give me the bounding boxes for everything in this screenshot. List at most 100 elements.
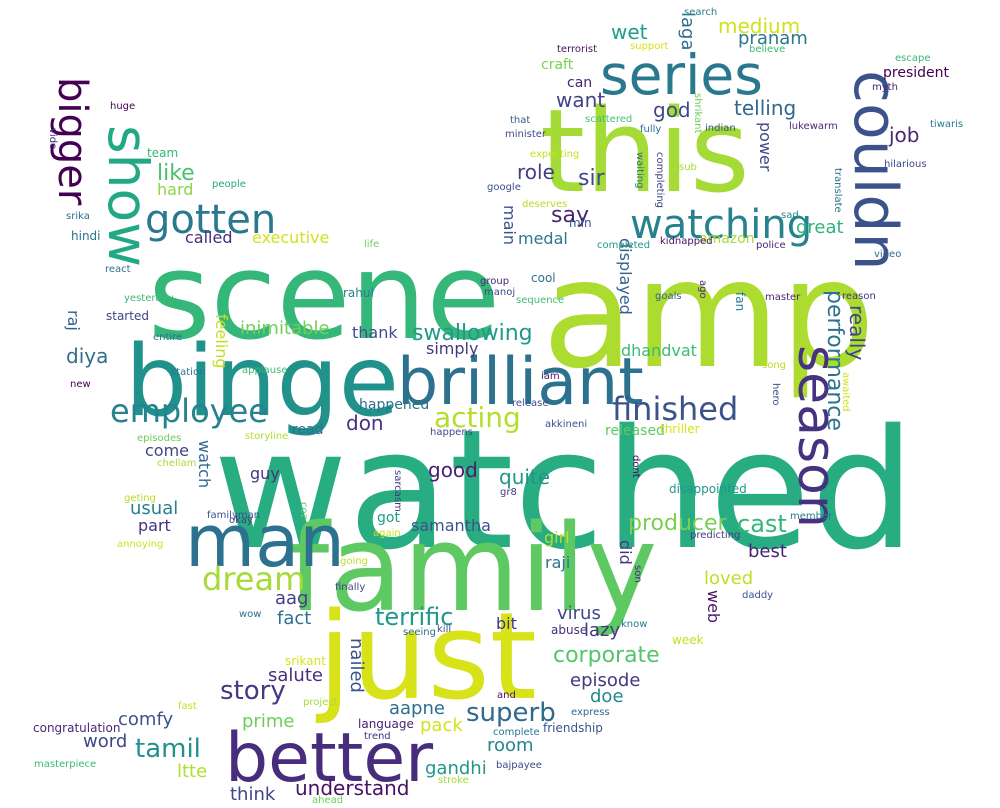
cloud-word: geting xyxy=(124,493,156,504)
cloud-word: master xyxy=(765,292,801,303)
cloud-word: rahul xyxy=(343,286,374,300)
cloud-word: power xyxy=(756,122,775,172)
cloud-word: usual xyxy=(130,498,179,519)
cloud-word: read xyxy=(292,422,324,438)
cloud-word: say xyxy=(551,203,589,228)
cloud-word: abuse xyxy=(551,623,588,637)
cloud-word: terrific xyxy=(375,603,454,631)
cloud-word: okay xyxy=(229,515,253,526)
cloud-word: finally xyxy=(335,582,366,593)
cloud-word: president xyxy=(883,65,949,81)
cloud-word: disappointed xyxy=(669,482,747,496)
cloud-word: terrorist xyxy=(557,44,598,55)
cloud-word: really xyxy=(845,305,869,361)
cloud-word: lazy xyxy=(584,620,621,641)
cloud-word: ltte xyxy=(177,761,208,782)
cloud-word: hilarious xyxy=(884,159,927,170)
cloud-word: can xyxy=(567,75,593,91)
cloud-word: girl xyxy=(544,528,570,547)
cloud-word: raj xyxy=(64,310,83,331)
cloud-word: sarcasm xyxy=(392,470,403,512)
cloud-word: release xyxy=(512,398,549,409)
cloud-word: stroke xyxy=(438,775,469,786)
cloud-word: binge xyxy=(125,325,400,439)
cloud-word: part xyxy=(138,516,171,535)
cloud-word: corporate xyxy=(553,643,660,668)
cloud-word: series xyxy=(600,43,763,107)
cloud-word: brilliant xyxy=(397,345,644,420)
cloud-word: scene xyxy=(148,228,501,367)
cloud-word: coz xyxy=(298,502,309,519)
cloud-word: awaited xyxy=(840,372,851,412)
cloud-word: virus xyxy=(557,603,601,624)
cloud-word: want xyxy=(556,88,606,112)
cloud-word: got xyxy=(377,510,400,526)
cloud-word: police xyxy=(756,240,786,251)
cloud-word: medium xyxy=(718,14,801,38)
cloud-word: gandhi xyxy=(425,758,487,779)
cloud-word: did xyxy=(616,540,635,565)
cloud-word: seeing xyxy=(403,627,436,638)
cloud-word: amazon xyxy=(699,231,755,247)
cloud-word: web xyxy=(704,590,723,624)
cloud-word: like xyxy=(157,161,195,186)
cloud-word: akkineni xyxy=(545,419,588,430)
cloud-word: thank xyxy=(352,323,398,342)
cloud-word: watched xyxy=(213,394,916,586)
cloud-word: medal xyxy=(518,229,568,248)
cloud-word: employee xyxy=(110,392,268,430)
cloud-word: acting xyxy=(434,401,521,434)
cloud-word: support xyxy=(630,41,669,52)
cloud-word: group xyxy=(480,276,510,287)
cloud-word: again xyxy=(373,528,401,539)
cloud-word: wet xyxy=(611,20,648,44)
cloud-word: raji xyxy=(545,553,571,572)
cloud-word: doe xyxy=(590,686,624,707)
cloud-word: this xyxy=(540,85,750,219)
cloud-word: ago xyxy=(697,280,708,299)
cloud-word: sad xyxy=(781,210,799,221)
cloud-word: srikant xyxy=(285,654,326,668)
cloud-word: quite xyxy=(499,465,551,489)
cloud-word: good xyxy=(428,458,478,482)
cloud-word: pack xyxy=(420,715,463,736)
cloud-word: sub xyxy=(679,162,697,173)
cloud-word: called xyxy=(185,228,233,247)
cloud-word: don xyxy=(346,411,384,435)
cloud-word: thriller xyxy=(660,422,700,436)
cloud-word: react xyxy=(105,264,131,275)
cloud-word: chellam xyxy=(157,458,197,469)
cloud-word: feeling xyxy=(212,314,231,369)
cloud-word: hard xyxy=(157,180,194,199)
cloud-word: station xyxy=(171,367,206,378)
cloud-word: comfy xyxy=(118,709,174,730)
cloud-word: song xyxy=(762,360,787,371)
cloud-word: shrikant xyxy=(692,93,703,134)
cloud-word: completing xyxy=(654,152,665,209)
cloud-word: simply xyxy=(426,339,479,358)
cloud-word: people xyxy=(212,179,246,190)
cloud-word: storyline xyxy=(245,431,289,442)
cloud-word: familyman xyxy=(207,510,261,521)
cloud-word: trend xyxy=(364,731,391,742)
cloud-word: best xyxy=(748,541,787,562)
cloud-word: reason xyxy=(842,291,876,302)
cloud-word: fan xyxy=(733,292,747,312)
cloud-word: scattered xyxy=(585,114,633,125)
cloud-word: sequence xyxy=(516,295,565,306)
cloud-word: son xyxy=(632,565,643,583)
cloud-word: think xyxy=(230,784,276,805)
cloud-word: family xyxy=(287,500,658,639)
cloud-word: couldn xyxy=(840,70,910,271)
cloud-word: happened xyxy=(359,397,430,413)
cloud-word: dhandvat xyxy=(621,341,697,360)
cloud-word: great xyxy=(796,217,844,238)
cloud-word: released xyxy=(605,423,665,439)
cloud-word: and xyxy=(497,690,516,701)
cloud-word: congratulation xyxy=(33,721,121,735)
cloud-word: entire xyxy=(153,332,183,343)
cloud-word: tamil xyxy=(135,734,201,764)
cloud-word: room xyxy=(487,735,534,756)
cloud-word: life xyxy=(364,239,380,250)
cloud-word: huge xyxy=(110,101,136,112)
